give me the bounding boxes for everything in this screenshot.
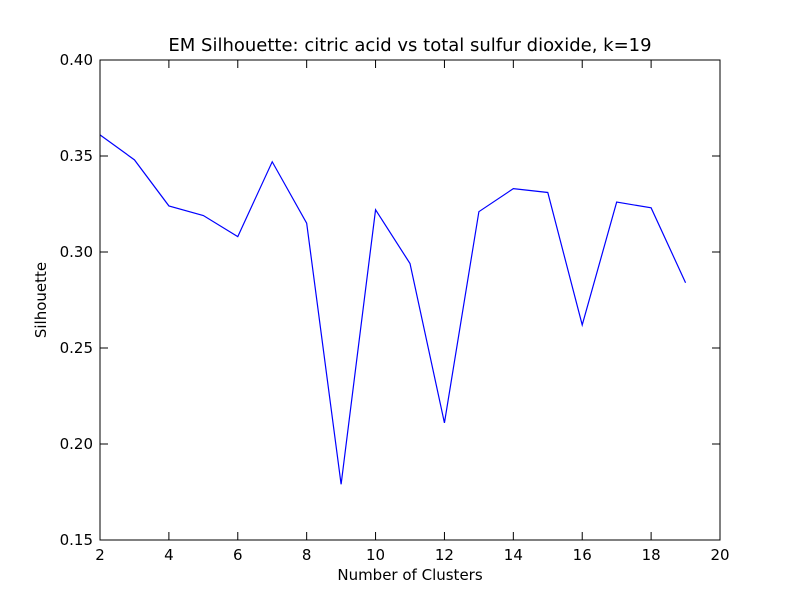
x-tick-label: 20: [710, 546, 729, 564]
y-tick-label: 0.20: [60, 435, 93, 453]
series-layer: [99, 134, 687, 485]
x-axis-label: Number of Clusters: [337, 566, 482, 584]
chart-title: EM Silhouette: citric acid vs total sulf…: [168, 35, 651, 56]
y-tick-label: 0.15: [60, 531, 93, 549]
y-tick-label: 0.40: [60, 51, 93, 69]
y-tick-label: 0.35: [60, 147, 93, 165]
x-tick-label: 10: [366, 546, 385, 564]
plot-frame: [99, 59, 721, 541]
y-axis-label: Silhouette: [32, 262, 50, 338]
x-tick-label: 16: [573, 546, 592, 564]
x-tick-label: 8: [302, 546, 312, 564]
y-tick-label: 0.30: [60, 243, 93, 261]
plot-area: 2 4 6 8 10 12 14 16 18 20 0.15 0.20 0.25 0.30 0.35 0.4…: [60, 51, 730, 564]
y-tick-label: 0.25: [60, 339, 93, 357]
series-line: [99, 134, 687, 485]
x-tick-label: 6: [233, 546, 243, 564]
x-tick-label: 12: [435, 546, 454, 564]
x-tick-label: 14: [504, 546, 523, 564]
x-tick-label: 4: [164, 546, 174, 564]
y-axis-ticks: 0.15 0.20 0.25 0.30 0.35 0.40: [60, 51, 720, 549]
x-axis-ticks: 2 4 6 8 10 12 14 16 18 20: [95, 60, 730, 564]
x-tick-label: 2: [95, 546, 105, 564]
x-tick-label: 18: [642, 546, 661, 564]
